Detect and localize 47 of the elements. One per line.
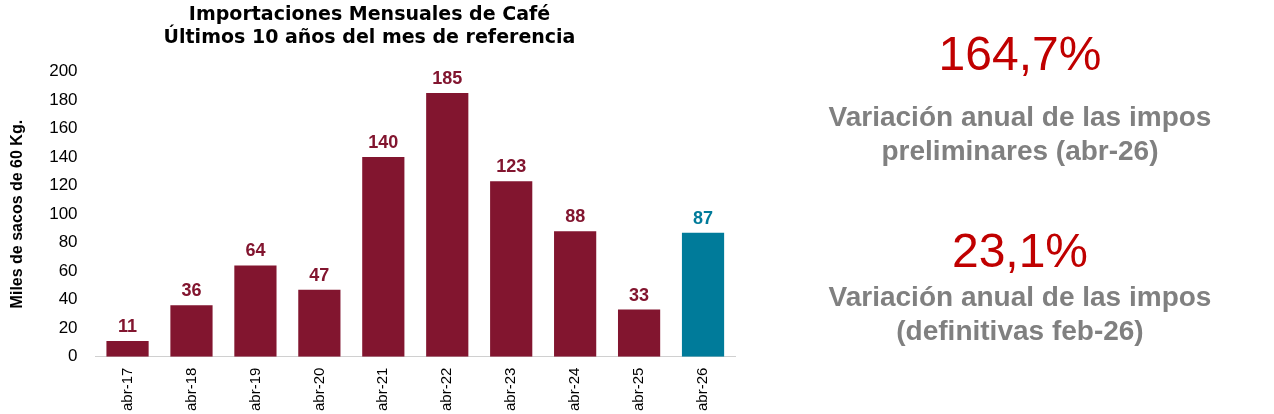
x-tick-label: abr-18 xyxy=(181,367,199,411)
data-label: 11 xyxy=(118,315,138,336)
y-tick-label: 160 xyxy=(49,118,78,138)
bar xyxy=(362,157,405,357)
text: Variación anual de las impos (definitivas feb-26) xyxy=(827,280,1213,348)
x-tick-label: abr-23 xyxy=(501,367,519,411)
data-label: 88 xyxy=(565,206,586,227)
y-tick-label: 80 xyxy=(58,232,78,252)
y-tick-label: 0 xyxy=(68,346,78,366)
bar xyxy=(617,309,661,357)
data-label: 87 xyxy=(693,207,714,228)
y-tick-label: 20 xyxy=(58,317,78,337)
data-label: 36 xyxy=(181,280,202,301)
data-label: 140 xyxy=(368,132,399,153)
y-tick-label: 100 xyxy=(49,203,78,223)
chart-title: Importaciones Mensuales de Café Últimos 10 años del mes de referencia xyxy=(163,2,576,48)
y-axis-title: Miles de sacos de 60 Kg. xyxy=(8,119,26,309)
data-label: 64 xyxy=(245,240,266,261)
y-tick-label: 40 xyxy=(58,289,78,309)
text: 23,1% xyxy=(950,224,1090,277)
data-label: 47 xyxy=(309,264,330,285)
data-label: 33 xyxy=(629,284,650,305)
bar xyxy=(426,92,469,357)
text: Variación anual de las impos preliminares (abr-26) xyxy=(827,100,1213,168)
bar xyxy=(234,265,277,357)
bar xyxy=(490,181,533,357)
bar xyxy=(681,232,725,357)
y-tick-label: 140 xyxy=(49,146,78,166)
x-tick-label: abr-26 xyxy=(693,367,711,411)
x-tick-label: abr-24 xyxy=(565,367,583,411)
bar xyxy=(106,340,149,357)
bar xyxy=(554,231,597,357)
y-tick-label: 200 xyxy=(49,61,78,81)
y-tick-label: 60 xyxy=(58,260,78,280)
bar xyxy=(298,289,341,357)
data-label: 185 xyxy=(432,67,463,88)
x-tick-label: abr-25 xyxy=(629,367,647,411)
text: 164,7% xyxy=(937,27,1103,80)
x-tick-label: abr-17 xyxy=(117,367,135,411)
x-tick-label: abr-19 xyxy=(245,367,263,411)
x-tick-label: abr-20 xyxy=(309,367,327,411)
y-tick-label: 180 xyxy=(49,89,78,109)
bar xyxy=(170,305,213,357)
x-tick-label: abr-22 xyxy=(437,367,455,411)
y-tick-label: 120 xyxy=(49,175,78,195)
x-tick-label: abr-21 xyxy=(373,367,391,411)
data-label: 123 xyxy=(496,156,527,177)
